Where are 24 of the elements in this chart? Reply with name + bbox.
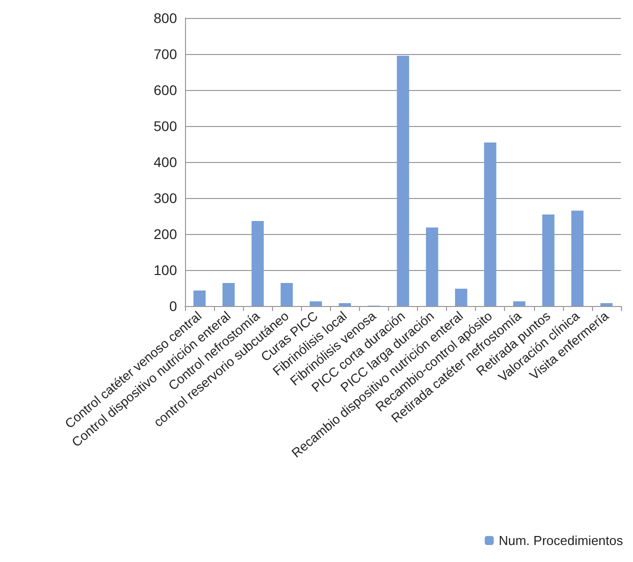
y-tick-label: 700 [154, 46, 178, 62]
y-tick-label: 300 [154, 190, 178, 206]
bar [252, 221, 264, 306]
bar [513, 301, 526, 306]
y-tick-label: 0 [169, 298, 178, 314]
y-tick-label: 600 [154, 82, 178, 98]
y-tick-label: 800 [154, 10, 178, 26]
bar [542, 214, 554, 306]
bar [310, 301, 322, 306]
y-tick-label: 200 [154, 226, 178, 242]
bar [484, 142, 496, 306]
bar [455, 288, 468, 306]
bar [338, 303, 351, 306]
y-tick-label: 500 [154, 118, 178, 134]
bar [396, 56, 410, 306]
bar [280, 282, 293, 306]
y-tick-label: 400 [154, 154, 178, 170]
y-tick-label: 100 [154, 262, 178, 278]
bar [571, 210, 584, 306]
bar [600, 303, 613, 306]
bar [222, 282, 235, 306]
bar [426, 228, 438, 306]
legend-label: Num. Procedimientos [498, 533, 624, 548]
bar [193, 290, 206, 306]
